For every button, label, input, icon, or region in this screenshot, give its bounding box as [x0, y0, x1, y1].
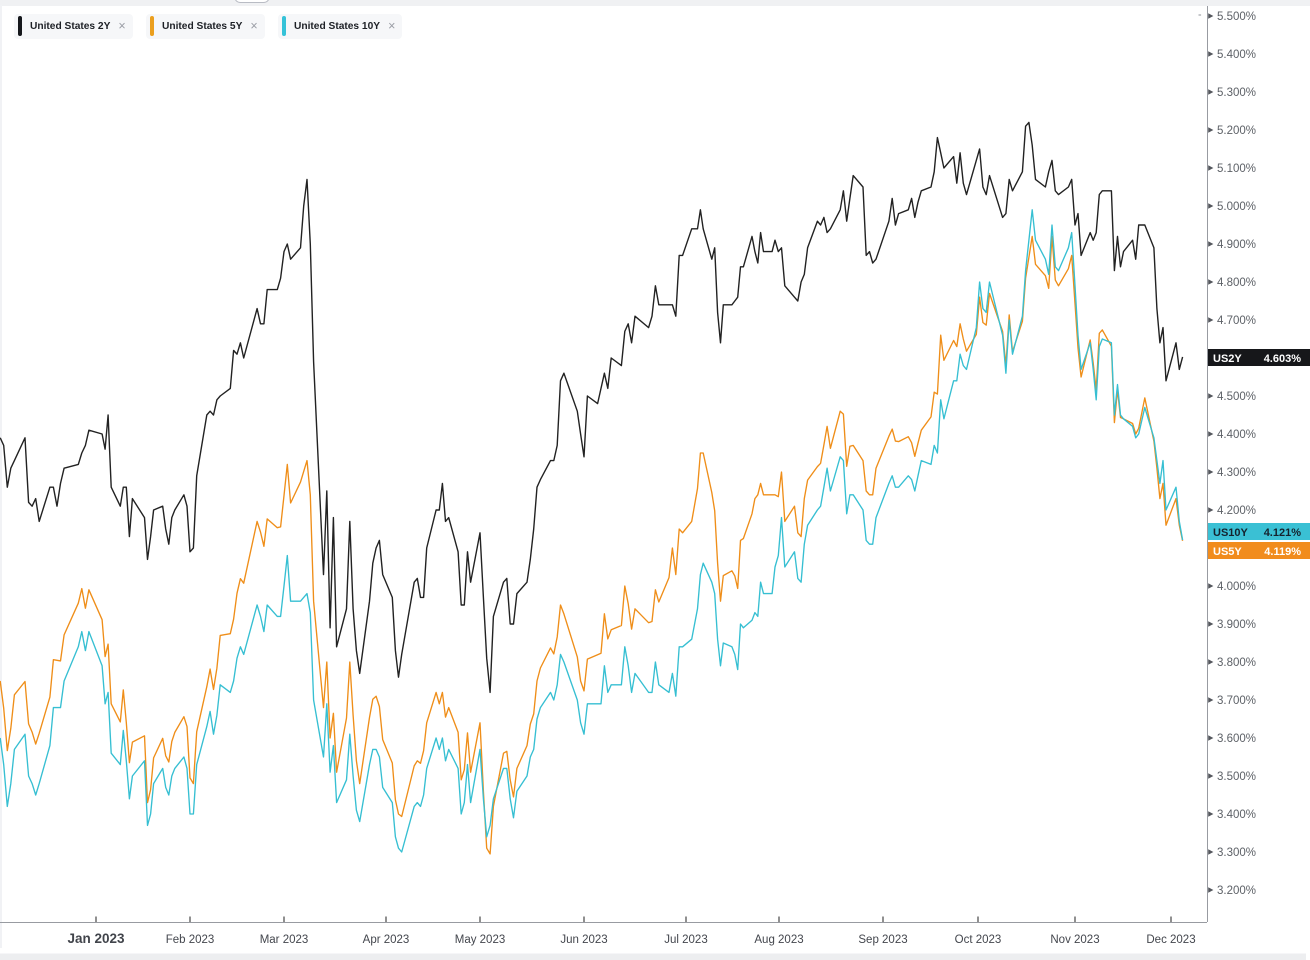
- svg-text:3.700%: 3.700%: [1217, 695, 1256, 707]
- svg-text:5.000%: 5.000%: [1217, 201, 1256, 213]
- svg-text:US5Y: US5Y: [1213, 546, 1242, 558]
- svg-text:4.900%: 4.900%: [1217, 239, 1256, 251]
- svg-text:May 2023: May 2023: [455, 934, 506, 946]
- svg-text:3.200%: 3.200%: [1217, 885, 1256, 897]
- svg-text:Jan 2023: Jan 2023: [67, 931, 125, 946]
- svg-text:US2Y: US2Y: [1213, 353, 1242, 365]
- svg-text:Aug 2023: Aug 2023: [754, 934, 803, 946]
- svg-text:4.500%: 4.500%: [1217, 391, 1256, 403]
- svg-text:Nov 2023: Nov 2023: [1050, 934, 1099, 946]
- svg-text:Jun 2023: Jun 2023: [560, 934, 607, 946]
- svg-text:4.700%: 4.700%: [1217, 315, 1256, 327]
- svg-text:5.100%: 5.100%: [1217, 163, 1256, 175]
- svg-text:Oct 2023: Oct 2023: [955, 934, 1002, 946]
- svg-text:4.603%: 4.603%: [1264, 353, 1302, 365]
- svg-text:3.500%: 3.500%: [1217, 771, 1256, 783]
- svg-text:Jul 2023: Jul 2023: [664, 934, 707, 946]
- svg-text:Apr 2023: Apr 2023: [363, 934, 410, 946]
- svg-text:3.300%: 3.300%: [1217, 847, 1256, 859]
- svg-text:3.400%: 3.400%: [1217, 809, 1256, 821]
- svg-text:5.500%: 5.500%: [1217, 11, 1256, 23]
- svg-text:3.800%: 3.800%: [1217, 657, 1256, 669]
- svg-text:4.300%: 4.300%: [1217, 467, 1256, 479]
- svg-text:3.600%: 3.600%: [1217, 733, 1256, 745]
- svg-text:4.800%: 4.800%: [1217, 277, 1256, 289]
- svg-text:Sep 2023: Sep 2023: [858, 934, 907, 946]
- svg-text:Feb 2023: Feb 2023: [166, 934, 215, 946]
- svg-text:4.200%: 4.200%: [1217, 505, 1256, 517]
- svg-text:5.400%: 5.400%: [1217, 49, 1256, 61]
- svg-text:5.300%: 5.300%: [1217, 87, 1256, 99]
- svg-text:4.119%: 4.119%: [1264, 546, 1301, 558]
- svg-text:4.400%: 4.400%: [1217, 429, 1256, 441]
- svg-text:5.200%: 5.200%: [1217, 125, 1256, 137]
- svg-text:4.121%: 4.121%: [1264, 527, 1302, 539]
- svg-text:Dec 2023: Dec 2023: [1146, 934, 1195, 946]
- svg-text:3.900%: 3.900%: [1217, 619, 1256, 631]
- svg-text:4.000%: 4.000%: [1217, 581, 1256, 593]
- svg-text:US10Y: US10Y: [1213, 527, 1249, 539]
- svg-text:Mar 2023: Mar 2023: [260, 934, 309, 946]
